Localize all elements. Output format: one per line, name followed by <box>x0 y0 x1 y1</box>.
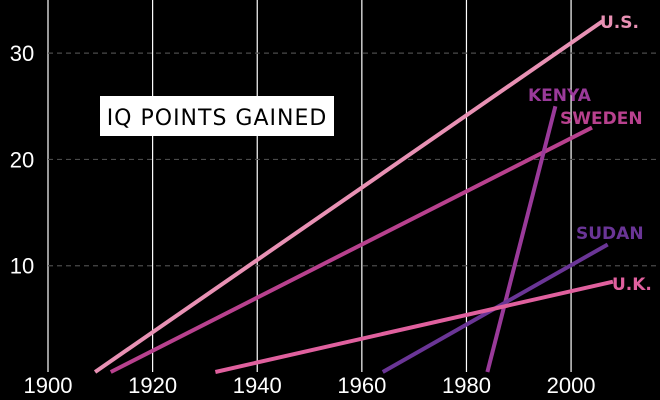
series-label-kenya: KENYA <box>528 86 592 106</box>
grid <box>47 0 660 372</box>
chart-title-text: IQ POINTS GAINED <box>107 106 328 131</box>
chart-title: IQ POINTS GAINED <box>100 96 334 136</box>
y-tick-label: 10 <box>10 254 34 279</box>
y-tick-label: 20 <box>10 147 34 172</box>
series-lines <box>93 19 614 374</box>
x-tick-label: 1980 <box>442 373 491 398</box>
chart-title-box <box>100 96 334 136</box>
x-tick-label: 1920 <box>128 373 177 398</box>
tick-labels: 1900 1920 1940 1960 1980 2000 10 20 30 <box>10 41 596 398</box>
x-tick-label: 2000 <box>547 373 596 398</box>
series-label-sweden: SWEDEN <box>560 109 643 129</box>
x-tick-label: 1960 <box>337 373 386 398</box>
series-line-sweden <box>109 125 593 374</box>
series-label-uk: U.K. <box>612 275 652 295</box>
series-line-us <box>93 19 604 374</box>
series-label-us: U.S. <box>600 13 639 33</box>
series-label-sudan: SUDAN <box>576 224 644 244</box>
series-line-kenya <box>485 105 558 373</box>
x-tick-label: 1900 <box>24 373 73 398</box>
x-tick-label: 1940 <box>233 373 282 398</box>
series-line-uk <box>214 279 614 374</box>
y-tick-label: 30 <box>10 41 34 66</box>
series-labels: U.S. SWEDEN KENYA SUDAN U.K. <box>528 13 652 295</box>
